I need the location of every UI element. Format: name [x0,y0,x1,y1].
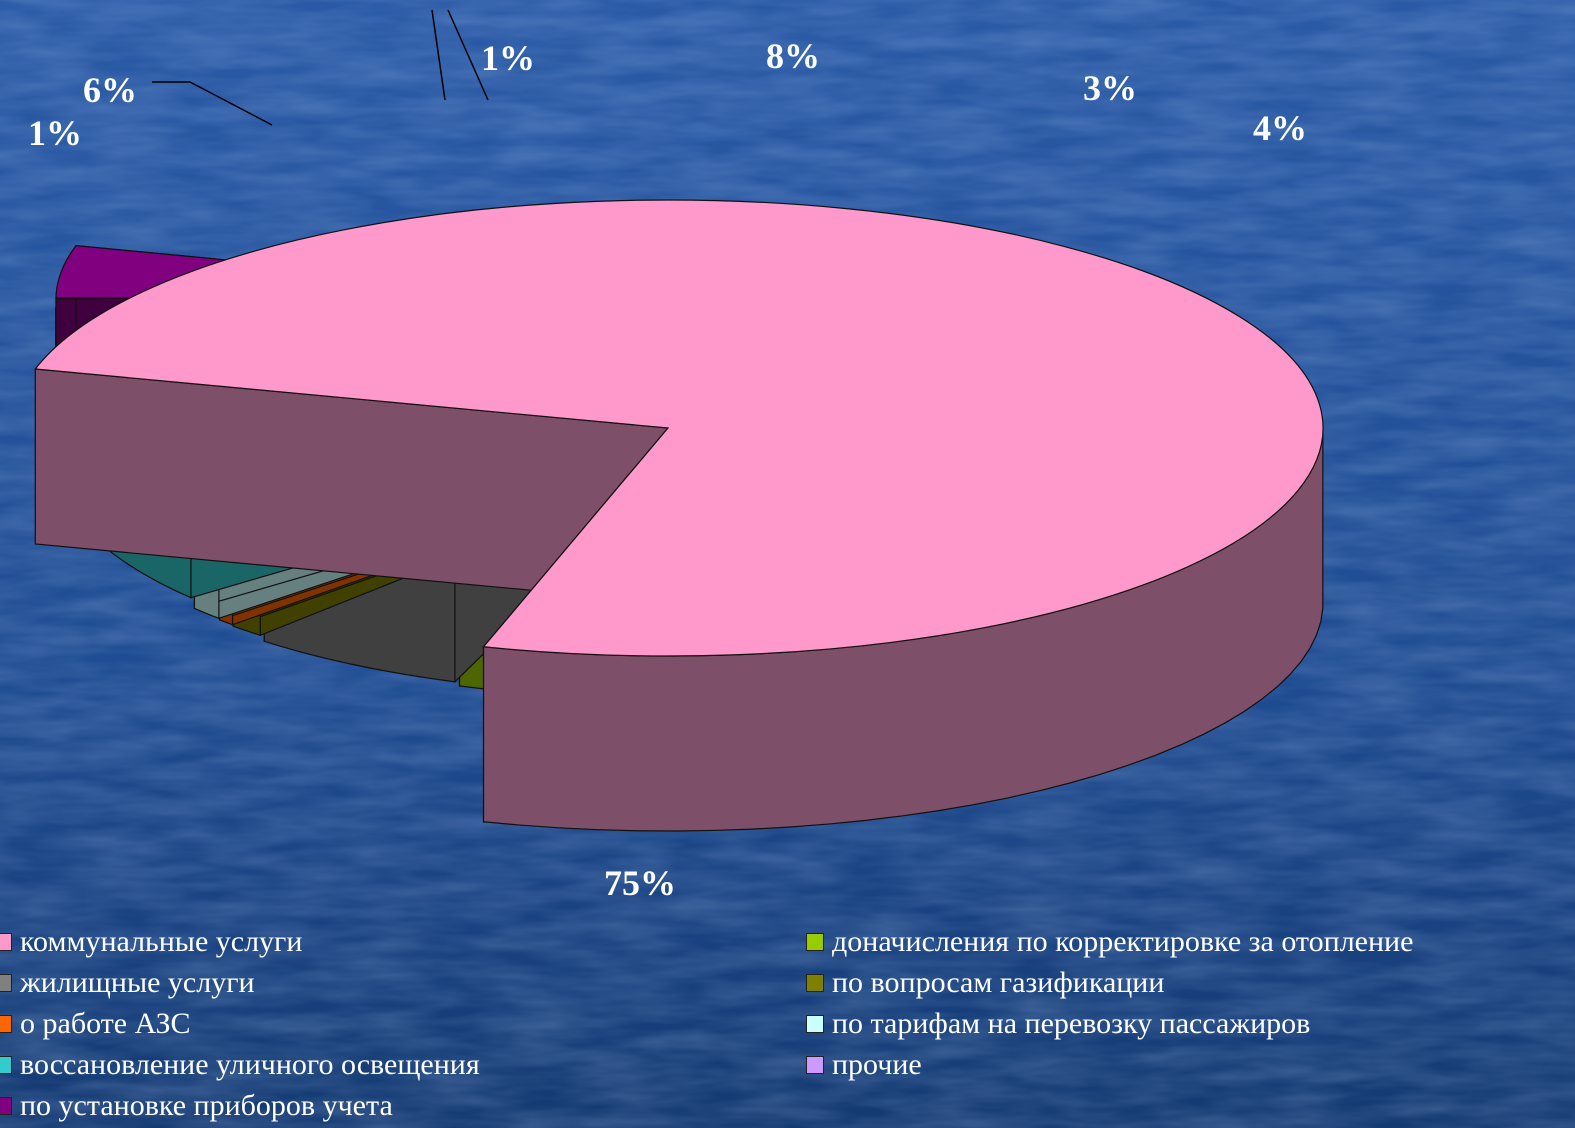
legend-swatch-olive [806,974,824,992]
slice-label: 4% [1253,108,1307,148]
legend-item: прочие [806,1045,922,1085]
slice-label: 1% [481,38,535,78]
legend-item: жилищные услуги [0,963,255,1003]
legend-label: по установке приборов учета [20,1089,393,1122]
pie-slice-main [34,199,1324,832]
legend-swatch-lavender [806,1056,824,1074]
leader-line [152,81,273,126]
leader-line [431,9,446,101]
legend-label: коммунальные услуги [20,925,303,958]
slice-label: 75% [604,863,676,903]
legend-swatch-lime [806,933,824,951]
legend-swatch-teal [0,1056,12,1074]
legend-label: прочие [832,1048,922,1081]
legend-label: по вопросам газификации [832,966,1165,999]
legend-label: о работе АЗС [20,1007,191,1040]
legend-label: жилищные услуги [20,966,255,999]
legend-swatch-orange [0,1015,12,1033]
leader-line [447,9,489,101]
slice-label: 8% [766,36,820,76]
legend-label: по тарифам на перевозку пассажиров [832,1007,1311,1040]
legend-swatch-lightcyan [806,1015,824,1033]
legend-item: доначисления по корректировке за отоплен… [806,922,1413,962]
legend-label: доначисления по корректировке за отоплен… [832,925,1414,958]
legend-swatch-pink [0,933,12,951]
slice-label: 1% [28,113,82,153]
legend-item: воссановление уличного освещения [0,1045,480,1085]
slice-label: 6% [83,70,137,110]
legend-item: по установке приборов учета [0,1086,393,1126]
legend-item: коммунальные услуги [0,922,302,962]
chart-legend: коммунальные услуги жилищные услуги о ра… [0,922,1575,1128]
legend-swatch-gray [0,974,12,992]
legend-label: воссановление уличного освещения [20,1048,480,1081]
legend-swatch-purple [0,1097,12,1115]
legend-item: по вопросам газификации [806,963,1164,1003]
legend-item: по тарифам на перевозку пассажиров [806,1004,1310,1044]
legend-item: о работе АЗС [0,1004,191,1044]
slice-label: 3% [1083,68,1137,108]
